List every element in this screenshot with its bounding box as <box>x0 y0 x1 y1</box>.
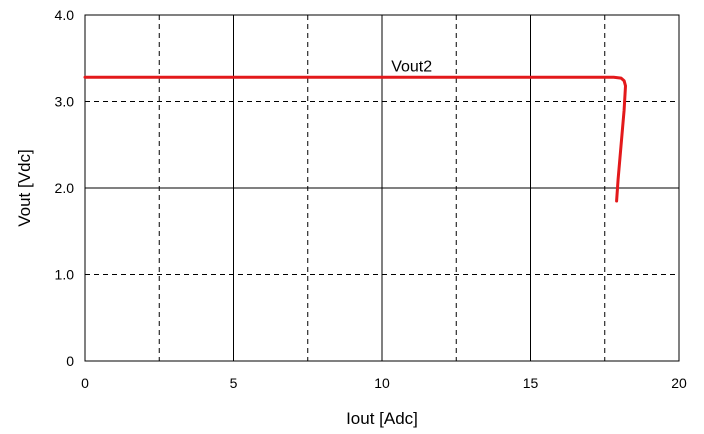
x-tick-label: 10 <box>374 375 390 391</box>
x-tick-label: 15 <box>523 375 539 391</box>
series-line-vout2 <box>83 75 627 203</box>
x-axis-title: Iout [Adc] <box>346 409 418 428</box>
y-tick-label: 2.0 <box>55 180 75 196</box>
y-tick-label: 0 <box>66 353 74 369</box>
x-tick-label: 20 <box>671 375 687 391</box>
y-tick-label: 1.0 <box>55 267 75 283</box>
series-lines <box>83 75 627 203</box>
plot-frame <box>84 14 680 362</box>
x-tick-label: 5 <box>230 375 238 391</box>
y-tick-label: 3.0 <box>55 94 75 110</box>
grid <box>84 14 680 362</box>
x-tick-label: 0 <box>81 375 89 391</box>
series-label-vout2: Vout2 <box>391 58 432 75</box>
tick-labels: 0 5 10 15 20 0 1.0 2.0 3.0 4.0 <box>55 7 687 391</box>
y-axis-title: Vout [Vdc] <box>15 149 34 227</box>
y-tick-label: 4.0 <box>55 7 75 23</box>
